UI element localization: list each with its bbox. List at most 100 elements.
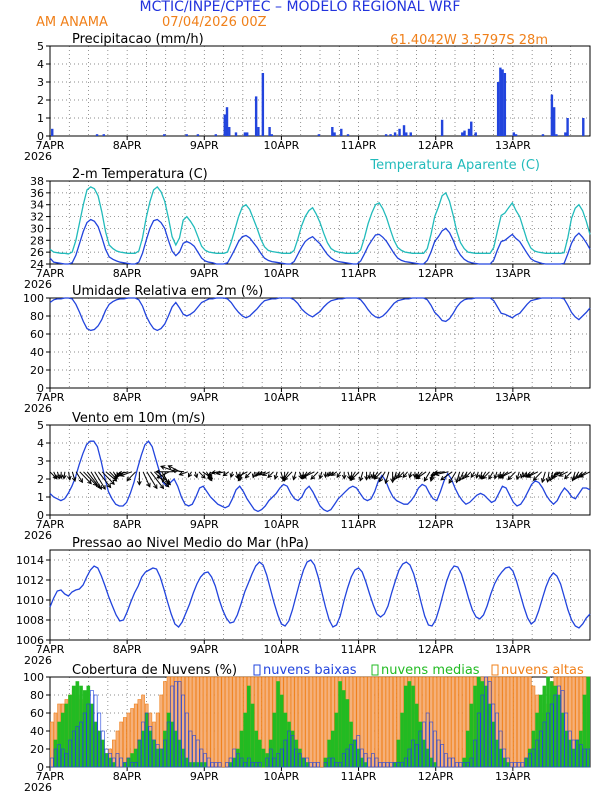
low-cloud-bar <box>360 748 364 768</box>
wind-arrow-head <box>273 474 279 480</box>
low-cloud-bar <box>451 757 455 768</box>
precipitation-bar <box>398 128 401 136</box>
low-cloud-bar <box>148 726 153 768</box>
medium-cloud-bar <box>579 730 583 768</box>
wind-arrow <box>359 471 364 481</box>
precipitation-bar <box>340 128 343 136</box>
wind-arrow <box>573 471 580 480</box>
y-tick-label: 24 <box>30 258 44 271</box>
low-cloud-bar <box>144 712 149 768</box>
medium-cloud-bar <box>195 762 200 768</box>
wind-arrow <box>299 471 302 479</box>
high-cloud-bar <box>436 676 441 768</box>
wind-arrow <box>211 471 222 474</box>
x-year-label: 2026 <box>24 529 52 542</box>
medium-cloud-bar <box>287 721 291 768</box>
low-cloud-bar <box>101 730 105 768</box>
low-cloud-bar <box>538 730 543 768</box>
low-cloud-bar <box>257 762 262 768</box>
medium-cloud-bar <box>301 757 306 768</box>
wind-arrow <box>423 471 431 482</box>
wind-arrow <box>374 471 382 480</box>
medium-cloud-bar <box>491 721 496 768</box>
x-tick-label: 8APR <box>113 391 142 404</box>
medium-cloud-bar <box>104 753 109 768</box>
wind-arrow <box>79 471 92 484</box>
high-cloud-bar <box>360 676 364 768</box>
medium-cloud-bar <box>396 739 401 768</box>
wind-arrow-head <box>200 474 206 479</box>
low-cloud-bar <box>232 748 237 768</box>
low-cloud-bar <box>345 748 350 768</box>
wind-arrow <box>75 471 83 483</box>
precipitation-bar <box>214 134 218 136</box>
low-cloud-bar <box>305 757 310 768</box>
wind-arrow <box>109 471 117 480</box>
precipitation-bar <box>389 134 392 136</box>
low-cloud-bar <box>513 762 518 768</box>
y-tick-label: 4 <box>37 58 44 71</box>
medium-cloud-bar <box>465 730 470 768</box>
y-tick-label: 40 <box>30 725 44 738</box>
low-cloud-bar <box>509 762 514 768</box>
low-cloud-bar <box>93 694 98 768</box>
wind-arrow <box>172 470 185 473</box>
low-cloud-bar <box>454 762 459 768</box>
low-cloud-bar <box>236 753 240 768</box>
low-cloud-bar <box>462 762 466 768</box>
wind-arrow-head <box>384 479 389 485</box>
low-cloud-bar <box>517 762 521 768</box>
low-cloud-bar <box>498 730 503 768</box>
low-cloud-bar <box>403 757 408 768</box>
wind-arrow <box>494 471 498 479</box>
y-tick-label: 36 <box>30 187 44 200</box>
x-tick-label: 9APR <box>190 267 219 280</box>
wind-arrow <box>440 471 453 481</box>
high-cloud-bar <box>232 676 237 768</box>
low-cloud-bar <box>374 757 379 768</box>
wind-arrow-head <box>106 483 112 489</box>
low-cloud-bar <box>433 730 437 768</box>
low-cloud-bar <box>53 748 58 768</box>
medium-cloud-bar <box>422 739 426 768</box>
medium-cloud-bar <box>498 748 503 768</box>
high-cloud-bar <box>301 676 306 768</box>
wind-arrow-head <box>402 473 408 479</box>
wind-arrow <box>499 471 513 479</box>
medium-cloud-bar <box>429 757 434 768</box>
precipitation-bar <box>467 128 471 136</box>
wind-arrow <box>393 471 397 481</box>
low-cloud-bar <box>385 762 390 768</box>
y-tick-label: 1008 <box>16 614 44 627</box>
low-cloud-bar <box>506 757 510 768</box>
x-tick-label: 9APR <box>190 518 219 531</box>
x-tick-label: 11APR <box>341 643 377 656</box>
wind-arrow-head <box>341 474 347 480</box>
high-cloud-bar <box>433 676 437 768</box>
low-cloud-bar <box>228 757 233 768</box>
precipitation-bar <box>514 134 518 136</box>
wind-arrow <box>465 471 472 478</box>
low-cloud-bar <box>444 753 448 768</box>
medium-cloud-bar <box>268 739 273 768</box>
low-cloud-bar <box>502 748 507 768</box>
medium-cloud-bar <box>425 748 430 768</box>
high-cloud-bar <box>382 676 386 768</box>
panel-1: 0 1 2 3 4 5 7APR 8APR 9APR 10APR 11APR 12APR 13APR 20… <box>24 32 591 163</box>
wind-arrow-head <box>423 476 429 482</box>
medium-cloud-bar <box>71 685 76 768</box>
high-cloud-bar <box>199 676 204 768</box>
precipitation-bar <box>541 134 545 136</box>
x-tick-label: 13APR <box>495 643 531 656</box>
high-cloud-bar <box>520 676 525 768</box>
wind-arrow-head <box>101 485 106 490</box>
medium-cloud-bar <box>82 690 87 768</box>
wind-arrow <box>479 471 483 479</box>
wind-arrow <box>527 471 539 478</box>
medium-cloud-bar <box>254 730 258 768</box>
wind-arrow <box>516 471 520 480</box>
medium-cloud-bar <box>185 757 189 768</box>
precipitation-bar <box>564 132 567 136</box>
high-cloud-bar <box>115 730 120 768</box>
